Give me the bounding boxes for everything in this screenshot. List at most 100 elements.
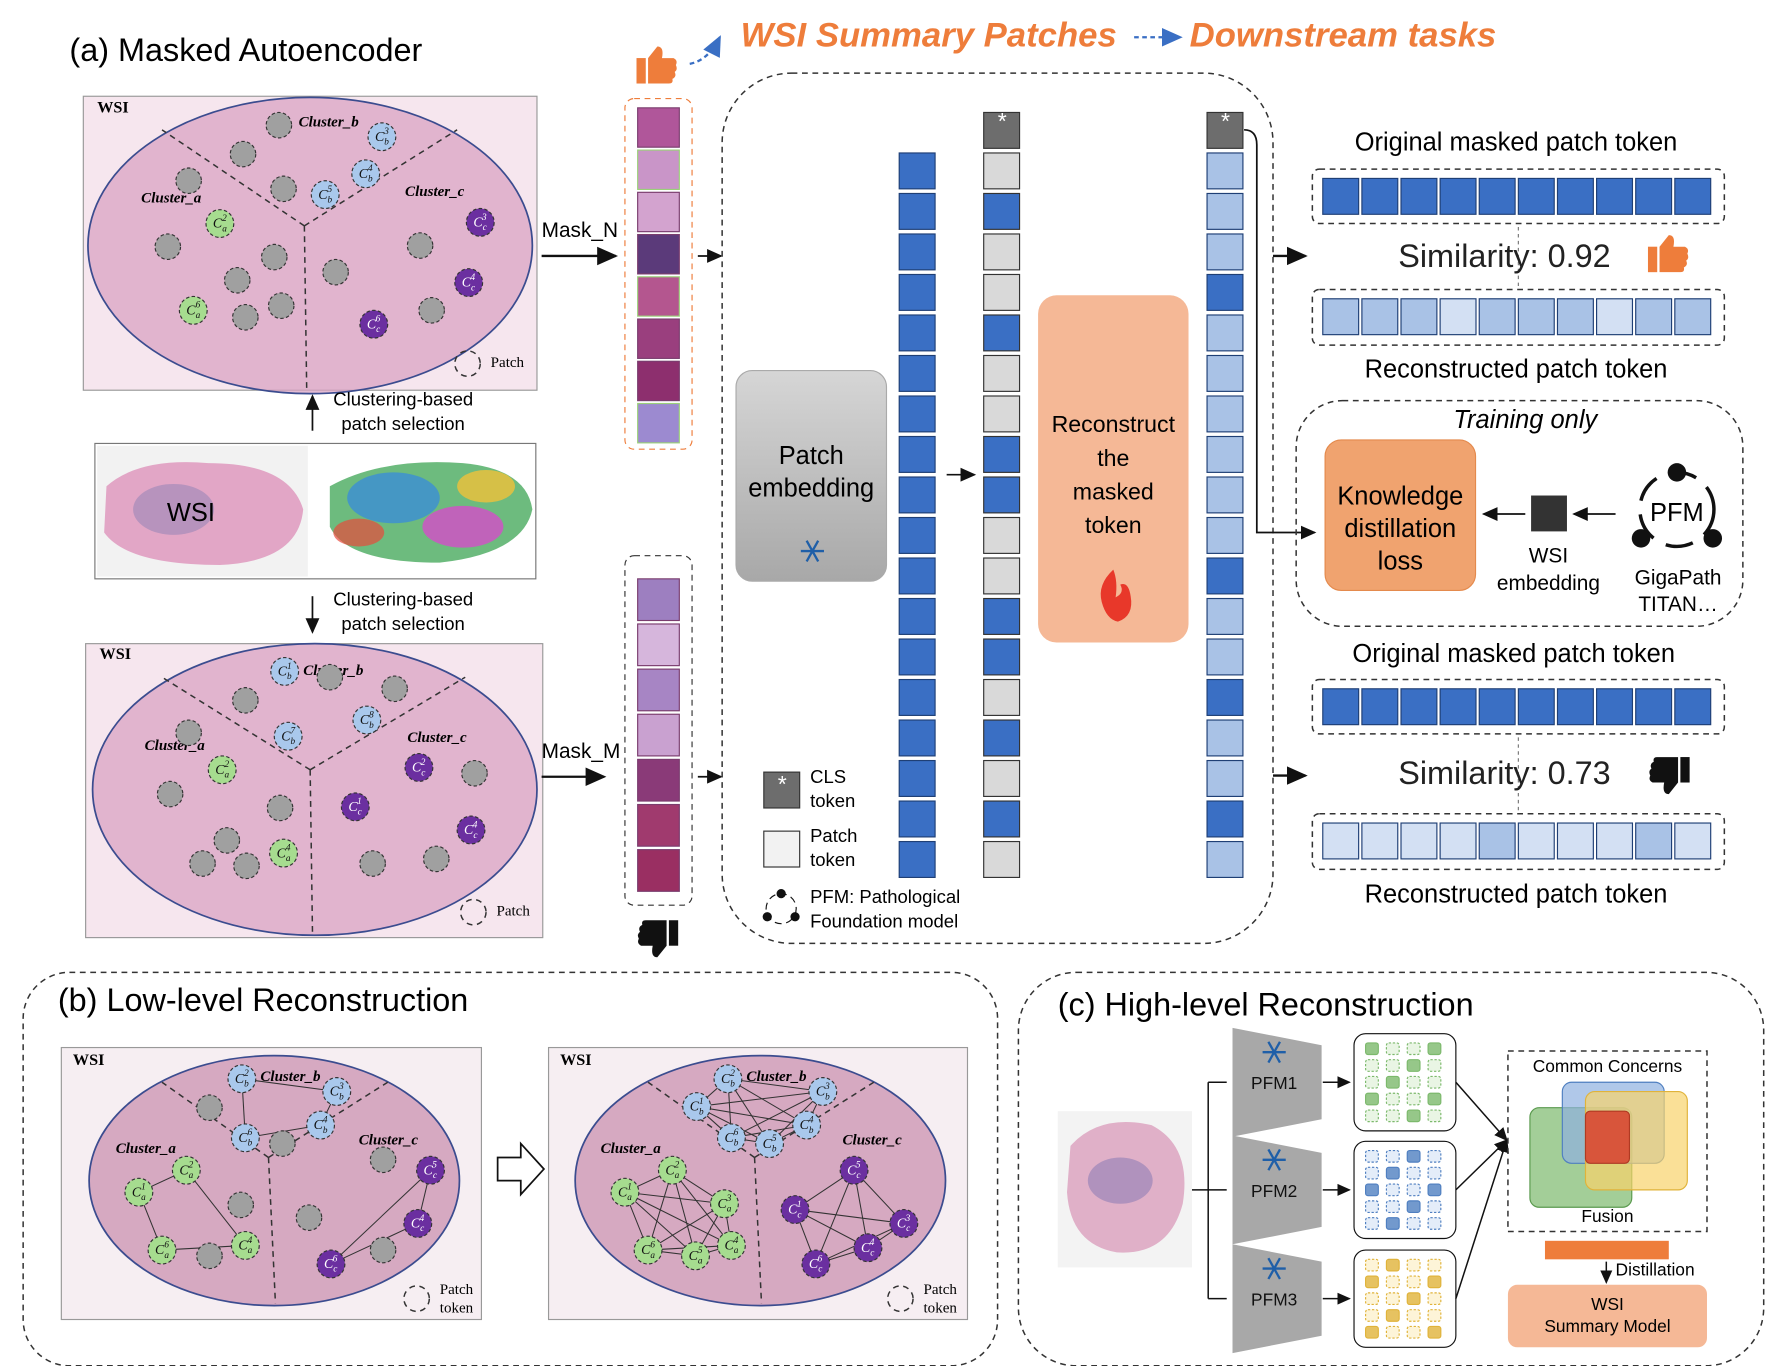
patch-node [792,1110,822,1140]
patch-node [178,295,208,325]
node-sub: c [376,325,380,335]
node-sup: 6 [196,301,201,311]
pfm-encoder [1232,1135,1322,1245]
feature-cell [1427,1309,1442,1322]
node-sub: a [248,1246,253,1256]
token [983,233,1021,271]
feature-cell [1365,1309,1379,1322]
token [1439,822,1477,860]
token-row-frame [1311,168,1726,225]
cluster-divider [161,129,458,388]
node-sup: 2 [421,758,426,768]
thumbnail: WSI [94,442,537,580]
token [1206,314,1244,352]
patch-node [227,1064,257,1094]
patch-node [404,753,434,782]
token [983,719,1021,757]
patch-node [316,663,344,691]
token-rows [1322,177,1712,860]
token [898,435,936,473]
legend-patch [403,1285,431,1313]
node-sub: c [333,1265,337,1275]
token [1206,516,1244,554]
token [1206,678,1244,716]
patch-node [189,850,216,877]
node-symbol: C [718,1197,728,1212]
token [1517,177,1555,215]
node-label: Ca6 [186,301,200,321]
node-label: Cb3 [330,1082,344,1102]
node-label: Ca2 [665,1161,679,1181]
legend-label: Patch [924,1282,958,1298]
feature-cell [1385,1075,1400,1089]
patch-image [637,713,680,757]
edge [647,1203,725,1251]
summary-label: Summary Model [1544,1316,1670,1336]
node-label: Cc6 [809,1254,823,1274]
patch-node [269,1130,296,1157]
fusion-label: Fusion [1581,1206,1633,1226]
cls-token [983,111,1021,149]
node-label: Cb4 [800,1116,814,1136]
node-label: Cb6 [238,1128,252,1148]
token [1322,688,1360,726]
patch-node [839,1155,869,1185]
feature-cell [1427,1275,1442,1289]
patch-node [716,1230,746,1260]
node-sup: 6 [818,1254,823,1264]
patch-image [637,276,680,317]
node-sub: a [196,311,201,321]
similarity: Similarity: 0.73 [1398,755,1610,791]
box-label: the [1097,445,1129,471]
feature-cell [1406,1166,1421,1180]
feature-cell [1365,1166,1379,1180]
token [1361,298,1399,336]
node-sup: 4 [248,1236,253,1246]
token [1478,822,1516,860]
node-label: Ca2 [179,1161,193,1181]
token [1400,688,1438,726]
node-symbol: C [132,1186,142,1201]
patch-node [230,1123,260,1153]
feature-cell [1365,1075,1379,1089]
legend-label: Patch [496,904,530,920]
selection-label: patch selection [341,613,464,634]
arrow [689,35,721,65]
thumbs-down [1649,757,1690,795]
token [1400,177,1438,215]
trainable-icon [1100,569,1132,622]
legend-label: CLS [810,766,846,787]
patch-node [207,755,237,785]
feature-cell [1406,1217,1421,1230]
legend-label: Patch [810,825,857,846]
panel-frame [1017,971,1765,1366]
node-label: Cb8 [360,711,374,731]
feature-cell [1385,1149,1400,1163]
pfm-dot [762,912,772,922]
venn-overlap [1584,1110,1631,1164]
token [1556,177,1594,215]
patch-node [709,1189,739,1219]
cluster-label: Cluster_b [746,1069,807,1085]
feature-cell [1427,1042,1442,1056]
node-sup: 3 [383,127,389,137]
edge [696,1106,807,1126]
feature-cell [1365,1200,1379,1214]
feature-cell [1406,1092,1421,1106]
token [983,840,1021,879]
thumbs-up [636,46,677,84]
pfm-label: PFM1 [1251,1073,1297,1093]
patch-image [637,849,680,892]
edge [624,1191,725,1205]
token [1206,800,1244,838]
node-sub: b [339,1092,344,1102]
token [898,719,936,757]
node-sup: 4 [809,1116,814,1126]
kd-loss-box [1324,439,1477,591]
node-sub: b [825,1092,830,1102]
patch-node [657,1155,687,1185]
cls-star: * [778,771,787,797]
patch-node [610,1177,640,1207]
